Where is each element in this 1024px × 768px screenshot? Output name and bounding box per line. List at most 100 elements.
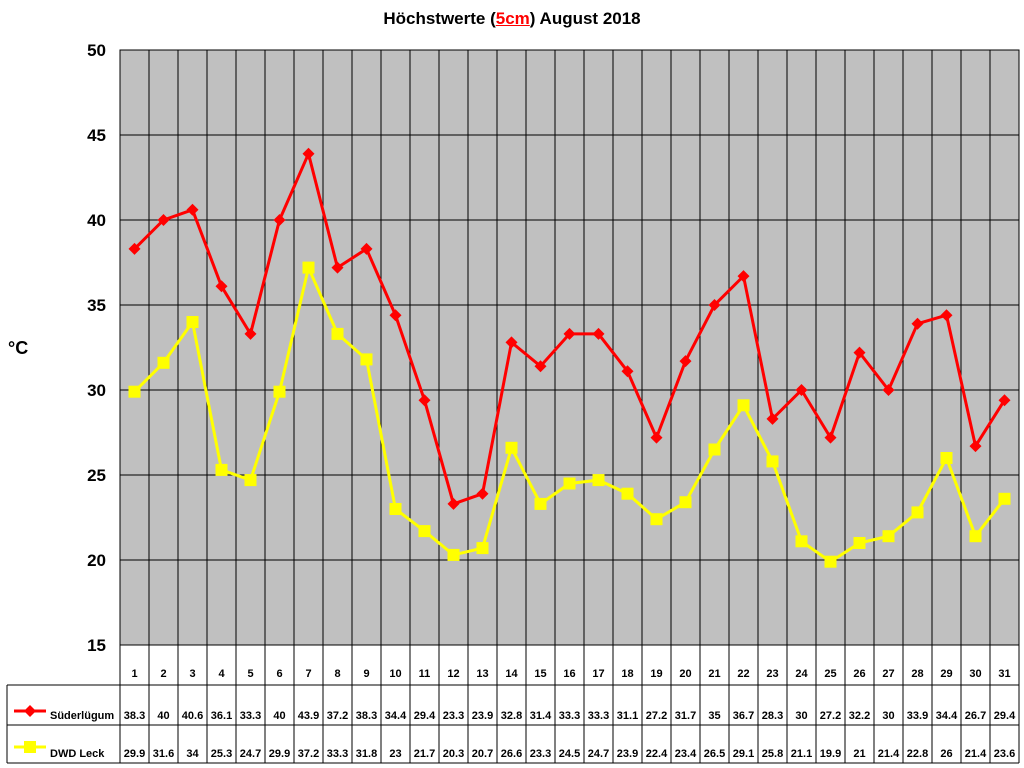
data-point — [708, 443, 721, 456]
x-tick-label: 31 — [998, 668, 1010, 680]
plot-area — [119, 49, 1020, 646]
data-label: 27.2 — [820, 710, 841, 722]
data-point — [795, 384, 808, 396]
data-point — [998, 492, 1011, 505]
x-tick-label: 6 — [276, 668, 282, 680]
data-label: 25.3 — [211, 748, 232, 760]
data-point — [476, 542, 489, 555]
y-tick-label: 30 — [87, 381, 106, 400]
data-point — [766, 455, 779, 468]
data-label: 37.2 — [298, 748, 319, 760]
y-tick-label: 50 — [87, 41, 106, 60]
data-point — [621, 487, 634, 500]
legend-marker — [24, 705, 36, 717]
x-tick-label: 17 — [592, 668, 604, 680]
data-label: 19.9 — [820, 748, 841, 760]
data-label: 33.3 — [240, 710, 261, 722]
data-label: 20.3 — [443, 748, 464, 760]
data-label: 31.6 — [153, 748, 174, 760]
y-axis-label: °C — [8, 338, 28, 358]
data-label: 23.9 — [617, 748, 638, 760]
data-label: 22.4 — [646, 748, 668, 760]
data-label: 33.9 — [907, 710, 928, 722]
data-point — [563, 327, 576, 340]
data-label: 23.9 — [472, 710, 493, 722]
data-point — [679, 496, 692, 509]
y-tick-label: 45 — [87, 126, 106, 145]
data-label: 38.3 — [124, 710, 145, 722]
data-label: 24.5 — [559, 748, 580, 760]
data-point — [534, 360, 547, 373]
x-tick-label: 4 — [218, 668, 225, 680]
data-point — [911, 317, 924, 330]
data-label: 29.4 — [994, 710, 1016, 722]
y-tick-label: 15 — [87, 636, 106, 655]
x-tick-label: 5 — [247, 668, 253, 680]
data-point — [940, 309, 953, 322]
data-point — [215, 463, 228, 476]
data-label: 31.1 — [617, 710, 638, 722]
x-tick-label: 13 — [476, 668, 488, 680]
chart-title: Höchstwerte (5cm) August 2018 — [0, 9, 1024, 29]
legend-marker — [24, 741, 36, 753]
x-tick-label: 15 — [534, 668, 546, 680]
data-point — [128, 385, 141, 398]
data-point — [302, 147, 315, 160]
data-point — [331, 261, 344, 274]
series-suederluegum — [128, 147, 1011, 510]
x-tick-label: 2 — [160, 668, 166, 680]
series-dwd-leck — [128, 261, 1011, 568]
data-point — [186, 316, 199, 328]
x-tick-label: 19 — [650, 668, 662, 680]
data-label: 37.2 — [327, 710, 348, 722]
x-tick-label: 8 — [334, 668, 340, 680]
data-label: 31.4 — [530, 710, 552, 722]
legend-label: Süderlügum — [50, 710, 114, 722]
data-point — [998, 394, 1011, 407]
data-label: 21.1 — [791, 748, 812, 760]
data-label: 36.1 — [211, 710, 232, 722]
data-point — [534, 497, 547, 510]
data-label: 21 — [853, 748, 865, 760]
data-point — [708, 299, 721, 311]
data-point — [766, 412, 779, 425]
data-point — [853, 346, 866, 359]
data-point — [389, 309, 402, 322]
data-point — [447, 548, 460, 561]
data-label: 32.8 — [501, 710, 522, 722]
data-point — [331, 327, 344, 340]
x-tick-label: 9 — [363, 668, 369, 680]
x-tick-label: 18 — [621, 668, 633, 680]
y-tick-label: 40 — [87, 211, 106, 230]
data-label: 21.4 — [878, 748, 900, 760]
data-label: 23.4 — [675, 748, 697, 760]
data-point — [505, 441, 518, 454]
x-tick-label: 30 — [969, 668, 981, 680]
data-point — [969, 440, 982, 453]
data-label: 33.3 — [588, 710, 609, 722]
data-label: 33.3 — [559, 710, 580, 722]
data-point — [737, 399, 750, 412]
data-label: 29.1 — [733, 748, 754, 760]
data-point — [911, 506, 924, 519]
data-point — [273, 214, 286, 226]
data-point — [737, 270, 750, 283]
data-label: 26.6 — [501, 748, 522, 760]
x-tick-label: 29 — [940, 668, 952, 680]
title-highlight: 5cm — [495, 9, 530, 28]
data-label: 35 — [708, 710, 720, 722]
x-tick-label: 16 — [563, 668, 575, 680]
data-label: 38.3 — [356, 710, 377, 722]
data-label: 26 — [940, 748, 952, 760]
data-point — [389, 503, 402, 515]
data-label: 40.6 — [182, 710, 203, 722]
data-point — [418, 394, 431, 407]
data-point — [360, 353, 373, 366]
data-label: 31.8 — [356, 748, 377, 760]
data-label: 32.2 — [849, 710, 870, 722]
data-point — [302, 261, 315, 274]
data-label: 21.4 — [965, 748, 987, 760]
data-label: 23.3 — [530, 748, 551, 760]
y-tick-label: 35 — [87, 296, 106, 315]
